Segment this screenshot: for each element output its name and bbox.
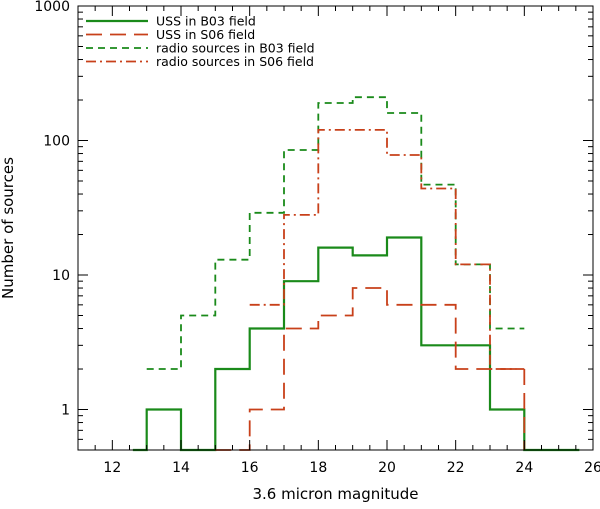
x-tick-label-5: 22 (447, 460, 465, 476)
x-tick-label-1: 14 (172, 460, 190, 476)
y-tick-label-2: 100 (43, 134, 70, 150)
x-tick-label-0: 12 (103, 460, 121, 476)
x-tick-label-7: 26 (584, 460, 600, 476)
series-line-2 (146, 96, 525, 370)
series-line-0 (132, 236, 580, 452)
y-tick-label-0: 1 (61, 403, 70, 419)
x-tick-label-4: 20 (378, 460, 396, 476)
series-line-3 (249, 129, 525, 370)
y-axis-label: Number of sources (0, 157, 17, 299)
legend-label-2: radio sources in B03 field (156, 41, 315, 56)
x-tick-label-6: 24 (515, 460, 533, 476)
legend-label-3: radio sources in S06 field (156, 54, 314, 69)
series-layer (132, 96, 580, 452)
series-line-1 (215, 287, 526, 451)
legend-label-1: USS in S06 field (156, 27, 255, 42)
x-tick-label-2: 16 (241, 460, 259, 476)
ticks-layer: 12 14 16 18 20 22 24 26 1 10 100 1000 (34, 0, 600, 476)
plot-frame (77, 5, 594, 451)
x-axis-label: 3.6 micron magnitude (252, 485, 418, 503)
x-tick-label-3: 18 (309, 460, 327, 476)
legend-label-0: USS in B03 field (156, 14, 256, 29)
y-tick-label-1: 10 (52, 268, 70, 284)
y-tick-label-3: 1000 (34, 0, 70, 15)
